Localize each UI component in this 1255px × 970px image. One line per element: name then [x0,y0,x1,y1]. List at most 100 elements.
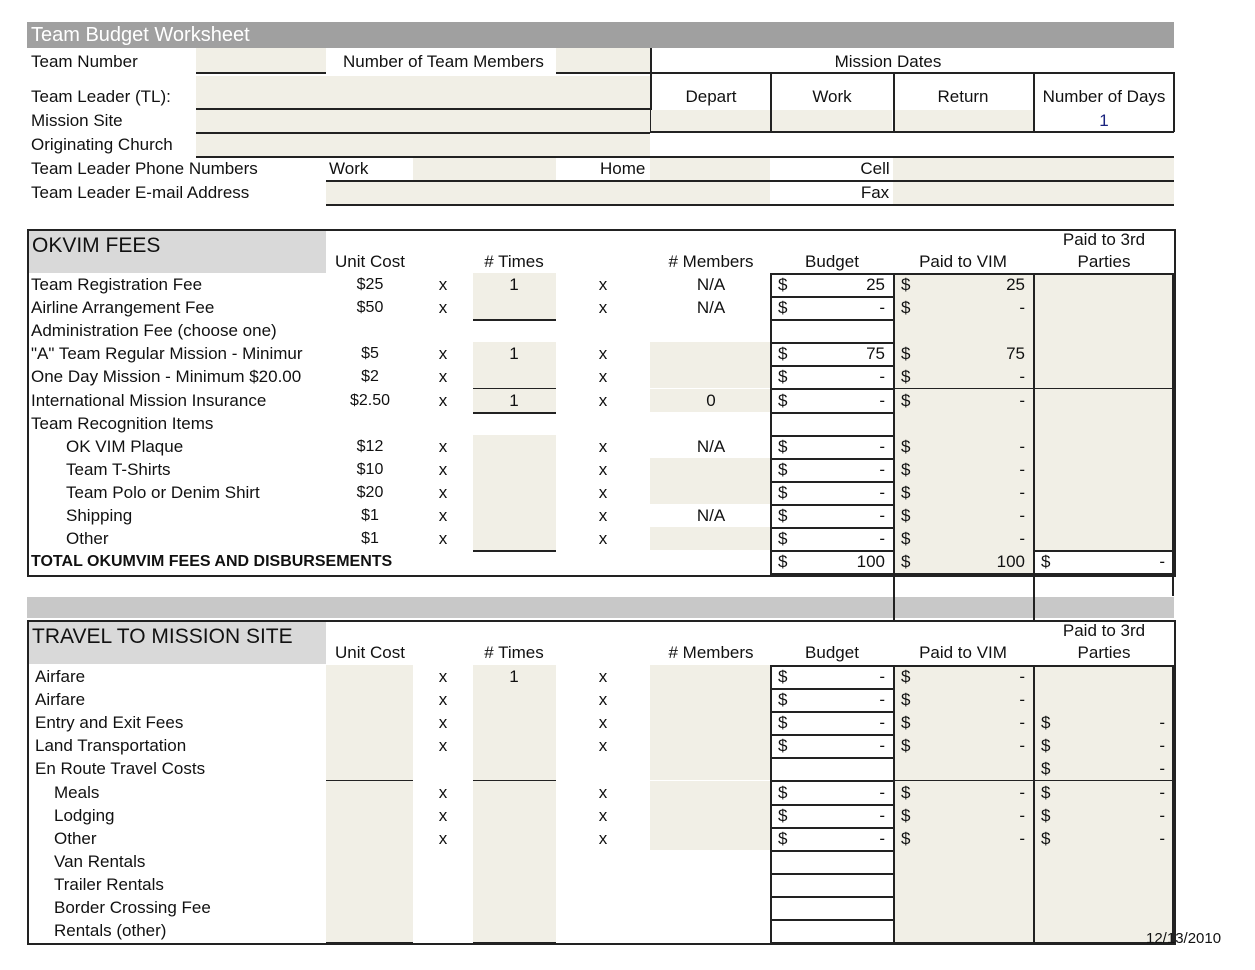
members-field[interactable] [650,527,770,551]
times-field[interactable] [473,342,556,366]
members-field[interactable] [650,688,770,712]
paid-vim-cell[interactable]: $ - [893,666,1033,688]
budget-cell[interactable]: $ - [770,482,893,504]
paid-vim-cell[interactable]: $ - [893,782,1033,804]
budget-cell[interactable]: $ - [770,712,893,734]
third-party-cell[interactable]: $ - [1033,782,1173,804]
times-field[interactable] [473,388,556,412]
times-field[interactable] [473,826,556,850]
third-party-cell[interactable]: $ - [1033,551,1173,573]
times-field[interactable] [473,780,556,804]
members-field[interactable] [650,457,770,481]
unit-cost-field[interactable] [326,688,413,712]
budget-cell[interactable]: $ - [770,689,893,711]
times-field[interactable] [473,434,556,458]
unit-cost-field[interactable] [326,826,413,850]
budget-cell[interactable]: $ - [770,528,893,550]
budget-cell[interactable]: $ - [770,782,893,804]
budget-cell[interactable]: $ - [770,366,893,388]
input-field[interactable] [196,110,650,132]
input-field[interactable] [893,158,1174,180]
times-field[interactable] [473,688,556,712]
third-party-cell[interactable]: $ - [1033,828,1173,850]
paid-vim-cell[interactable]: $ - [893,459,1033,481]
input-field[interactable] [894,110,1033,132]
third-party-cell[interactable]: $ - [1033,805,1173,827]
times-field[interactable] [473,711,556,735]
input-field[interactable] [771,110,892,132]
third-party-cell[interactable]: $ - [1033,712,1173,734]
budget-cell[interactable]: $ - [770,459,893,481]
budget-cell[interactable]: $ - [770,297,893,319]
times-field[interactable] [473,296,556,320]
third-party-cell[interactable]: $ - [1033,758,1173,780]
input-field[interactable] [413,158,556,180]
members-field[interactable] [650,365,770,389]
paid-vim-cell[interactable]: $100 [893,551,1033,573]
budget-cell[interactable]: $ - [770,666,893,688]
budget-cell[interactable]: $ - [770,735,893,757]
budget-cell[interactable]: $ - [770,390,893,412]
paid-vim-cell[interactable]: $ - [893,366,1033,388]
members-field[interactable] [650,757,770,781]
members-field[interactable] [650,734,770,758]
input-field[interactable] [893,182,1174,204]
times-field[interactable] [473,803,556,827]
paid-vim-cell[interactable]: $ - [893,436,1033,458]
unit-cost-field[interactable] [326,757,413,781]
unit-cost-field[interactable] [326,919,413,943]
unit-cost-field[interactable] [326,872,413,896]
input-field[interactable] [651,110,770,132]
paid-vim-cell[interactable]: $ - [893,390,1033,412]
input-field[interactable] [196,134,650,156]
budget-cell[interactable]: $100 [770,551,893,573]
paid-vim-cell[interactable]: $25 [893,274,1033,296]
input-field[interactable] [650,158,770,180]
members-field[interactable] [650,826,770,850]
unit-cost-field[interactable] [326,849,413,873]
times-field[interactable] [473,872,556,896]
times-field[interactable] [473,919,556,943]
unit-cost-field[interactable] [326,711,413,735]
input-field[interactable] [196,48,326,73]
times-field[interactable] [473,480,556,504]
unit-cost-field[interactable] [326,896,413,919]
paid-vim-cell[interactable]: $ - [893,735,1033,757]
times-field[interactable] [473,757,556,781]
unit-cost-field[interactable] [326,803,413,827]
times-field[interactable] [473,365,556,389]
third-party-cell[interactable]: $ - [1033,735,1173,757]
budget-cell[interactable]: $25 [770,274,893,296]
input-field[interactable] [556,48,650,73]
members-field[interactable] [650,711,770,735]
unit-cost-field[interactable] [326,734,413,758]
times-field[interactable] [473,527,556,551]
times-field[interactable] [473,504,556,527]
members-field[interactable] [650,342,770,366]
paid-vim-cell[interactable]: $ - [893,528,1033,550]
times-field[interactable] [473,273,556,296]
budget-cell[interactable]: $ - [770,828,893,850]
times-field[interactable] [473,734,556,758]
times-field[interactable] [473,665,556,688]
members-field[interactable] [650,803,770,827]
times-field[interactable] [473,849,556,873]
unit-cost-field[interactable] [326,665,413,688]
paid-vim-cell[interactable]: $ - [893,712,1033,734]
paid-vim-cell[interactable]: $ - [893,482,1033,504]
input-field[interactable] [326,182,770,204]
paid-vim-cell[interactable]: $ - [893,805,1033,827]
budget-cell[interactable]: $ - [770,805,893,827]
times-field[interactable] [473,457,556,481]
budget-cell[interactable]: $ - [770,436,893,458]
members-field[interactable] [650,480,770,504]
paid-vim-cell[interactable]: $ - [893,828,1033,850]
budget-cell[interactable]: $ - [770,505,893,527]
budget-cell[interactable]: $75 [770,343,893,365]
members-field[interactable] [650,665,770,688]
input-field[interactable] [196,76,650,109]
members-field[interactable] [650,388,770,412]
paid-vim-cell[interactable]: $ - [893,689,1033,711]
paid-vim-cell[interactable]: $ - [893,505,1033,527]
members-field[interactable] [650,780,770,804]
